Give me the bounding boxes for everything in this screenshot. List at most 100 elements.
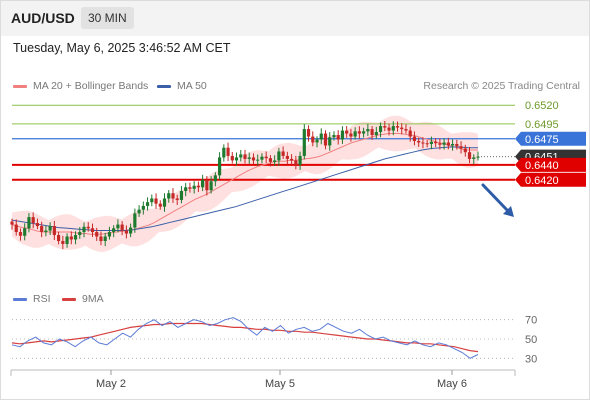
candle-body <box>332 135 336 138</box>
rsi-line <box>11 317 479 359</box>
candle-body <box>65 236 69 244</box>
candle-body <box>251 157 256 161</box>
rsi-9ma-line <box>11 322 479 353</box>
chart-timestamp: Tuesday, May 6, 2025 3:46:52 AM CET <box>13 41 231 55</box>
candle-body <box>18 232 23 236</box>
candle-body <box>137 209 141 214</box>
candle-body <box>264 156 268 159</box>
candle-body <box>107 232 112 237</box>
candle-body <box>400 127 404 130</box>
legend-ma50-label: MA 50 <box>177 80 207 92</box>
candle-body <box>209 181 213 191</box>
candle-body <box>124 230 128 234</box>
candle-body <box>446 142 450 146</box>
candle-body <box>73 235 78 240</box>
interval-button[interactable]: 30 MIN <box>81 7 134 29</box>
candle-body <box>302 129 306 156</box>
candle-body <box>234 157 239 161</box>
candle-body <box>120 224 124 231</box>
candle-body <box>99 236 103 241</box>
ma50-line <box>11 146 478 231</box>
candle-body <box>90 228 95 233</box>
candle-body <box>179 191 184 200</box>
candle-body <box>404 129 408 131</box>
candle-body <box>277 151 281 161</box>
candle-body <box>256 159 260 161</box>
candle-body <box>213 175 217 182</box>
legend-ma50: MA 50 <box>157 80 207 92</box>
level-tag-0.6475 <box>515 131 586 146</box>
bollinger-band <box>12 115 478 253</box>
candle-body <box>239 154 243 158</box>
candle-body <box>298 155 302 165</box>
candle-body <box>243 154 247 159</box>
legend-ma20: MA 20 + Bollinger Bands <box>13 80 148 92</box>
candle-body <box>103 236 107 241</box>
candle-body <box>145 202 150 206</box>
candle-body <box>362 131 366 134</box>
candle-body <box>476 156 480 158</box>
candle-body <box>408 130 412 137</box>
candle-body <box>450 143 455 146</box>
candle-body <box>31 217 35 224</box>
candle-body <box>192 185 196 189</box>
candle-body <box>353 131 357 137</box>
symbol-label: AUD/USD <box>11 10 75 26</box>
candle-body <box>438 143 442 145</box>
candle-body <box>467 152 472 159</box>
candle-body <box>167 193 171 199</box>
forecast-arrow-head <box>503 206 514 217</box>
candle-body <box>222 147 226 158</box>
candle-body <box>383 126 387 128</box>
x-tick-label: May 2 <box>96 378 126 390</box>
candle-body <box>357 131 361 134</box>
rsi-level-label-30: 30 <box>525 353 537 365</box>
candle-body <box>429 141 433 144</box>
candle-body <box>417 141 421 143</box>
candle-body <box>306 129 311 137</box>
legend-rsi: RSI <box>13 293 51 305</box>
level-tag-0.6440 <box>515 157 586 172</box>
candle-body <box>349 133 353 137</box>
candle-body <box>425 143 429 145</box>
candle-body <box>78 232 82 236</box>
candle-body <box>158 203 162 207</box>
candle-body <box>86 226 90 229</box>
candle-body <box>273 160 277 162</box>
candle-body <box>44 230 48 233</box>
candle-body <box>141 205 145 210</box>
candle-body <box>340 130 345 140</box>
candle-body <box>196 185 200 188</box>
candle-body <box>57 235 61 241</box>
candle-body <box>217 157 222 176</box>
level-label-0.6420: 0.6420 <box>525 175 559 187</box>
research-credit: Research © 2025 Trading Central <box>423 80 580 92</box>
level-label-0.6475: 0.6475 <box>525 134 559 146</box>
legend-ma20-label: MA 20 + Bollinger Bands <box>33 80 149 92</box>
candle-body <box>442 142 446 145</box>
candle-body <box>40 226 44 233</box>
rsi-level-label-70: 70 <box>525 315 537 327</box>
candle-body <box>112 228 116 233</box>
candle-body <box>205 179 209 191</box>
ma50-swatch-icon <box>157 84 171 88</box>
candle-body <box>290 158 294 161</box>
candle-body <box>391 126 395 131</box>
candle-body <box>162 198 167 207</box>
candle-body <box>268 158 273 162</box>
legend-9ma-label: 9MA <box>82 293 104 305</box>
candle-body <box>154 198 158 204</box>
candle-body <box>319 133 323 140</box>
candle-body <box>345 130 349 134</box>
candle-body <box>281 151 285 156</box>
candle-body <box>61 240 65 244</box>
level-label-0.6440: 0.6440 <box>525 160 559 172</box>
chart-header: AUD/USD 30 MIN <box>0 0 590 36</box>
candle-body <box>23 228 27 236</box>
candle-body <box>395 126 400 128</box>
ma20-swatch-icon <box>13 84 27 88</box>
candle-body <box>226 147 230 156</box>
candle-body <box>421 142 425 144</box>
forecast-arrow <box>481 183 509 212</box>
